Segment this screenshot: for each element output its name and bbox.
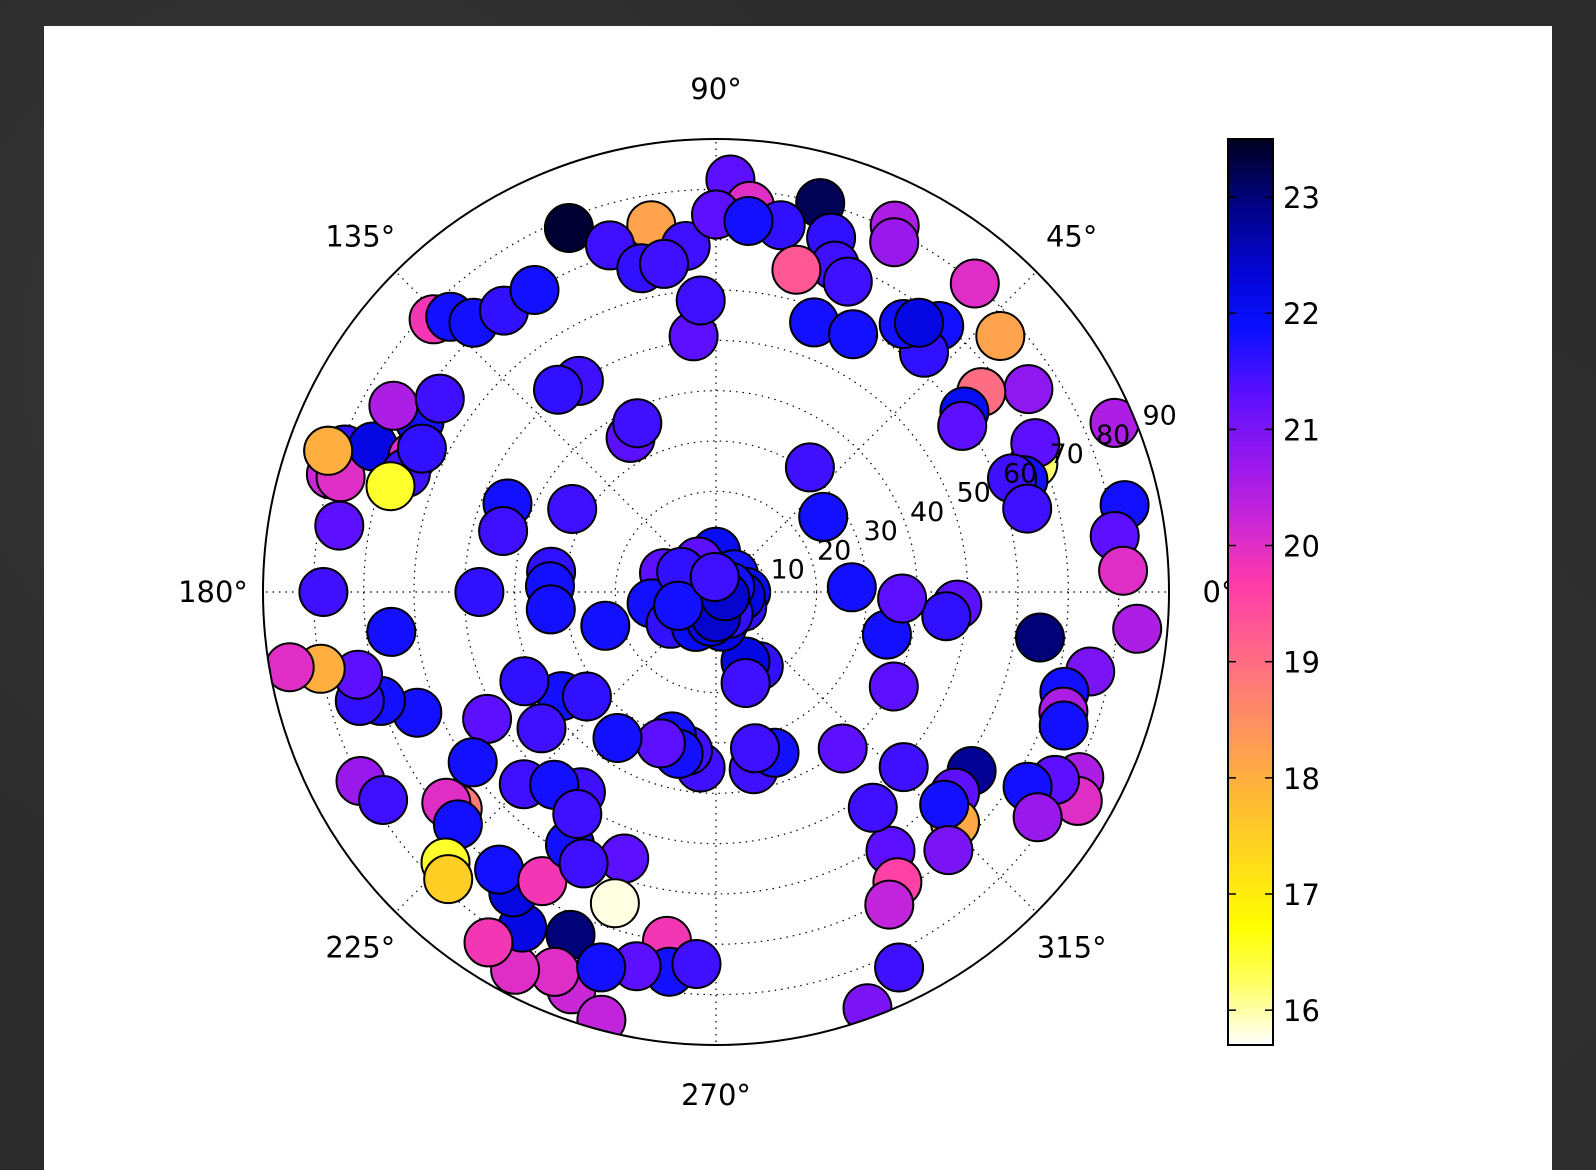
data-point <box>414 373 465 424</box>
colorbar-tick-label: 19 <box>1283 646 1320 680</box>
data-point <box>1112 603 1163 654</box>
data-point <box>937 400 988 451</box>
r-tick-label: 10 <box>771 555 805 586</box>
data-point <box>462 693 513 744</box>
data-point <box>298 567 349 617</box>
colorbar-tick-label: 23 <box>1283 181 1320 215</box>
data-point <box>463 917 514 968</box>
data-point <box>396 423 447 474</box>
data-point <box>894 297 944 348</box>
data-point <box>675 275 726 326</box>
data-point <box>798 491 849 542</box>
data-point <box>1038 700 1089 751</box>
data-point <box>580 600 631 651</box>
data-point <box>723 196 774 246</box>
data-point <box>720 658 771 708</box>
data-point <box>478 506 529 556</box>
data-point <box>822 256 873 307</box>
colorbar-tick-label: 22 <box>1283 297 1320 331</box>
data-point <box>826 562 877 613</box>
data-point <box>589 878 640 929</box>
data-point <box>516 703 567 754</box>
r-tick-label: 40 <box>910 497 944 528</box>
data-point <box>878 742 929 793</box>
data-point <box>474 844 525 895</box>
data-point <box>447 737 498 788</box>
data-point <box>1012 792 1063 843</box>
data-point <box>365 461 416 512</box>
data-point <box>454 567 505 617</box>
data-point <box>558 838 609 889</box>
data-point <box>552 789 603 839</box>
colorbar-tick-label: 21 <box>1283 413 1320 447</box>
r-tick-label: 90 <box>1143 401 1177 432</box>
data-point <box>874 942 925 993</box>
data-point <box>671 939 722 989</box>
data-point <box>1015 612 1065 663</box>
data-point <box>730 723 780 774</box>
data-point <box>877 573 928 624</box>
theta-tick-label: 180° <box>178 575 248 609</box>
data-point <box>592 713 643 763</box>
data-point <box>423 854 474 905</box>
data-point <box>612 398 663 449</box>
colorbar-tick-label: 20 <box>1283 530 1320 564</box>
data-point <box>847 782 898 833</box>
data-point <box>919 779 970 830</box>
data-point <box>368 380 419 431</box>
data-point <box>639 238 689 289</box>
data-point <box>547 484 598 534</box>
data-point <box>576 994 627 1045</box>
data-point <box>525 584 576 635</box>
data-point <box>784 442 835 493</box>
colorbar-tick-label: 18 <box>1283 762 1320 796</box>
polar-scatter-chart: 0°45°90°135°180°225°270°315°102030405060… <box>178 72 1320 1112</box>
data-point <box>303 425 354 476</box>
colorbar-tick-label: 16 <box>1283 994 1320 1028</box>
data-point <box>499 656 550 707</box>
data-point <box>533 364 583 415</box>
data-point <box>1003 364 1054 415</box>
polar-frame <box>262 138 1170 1046</box>
r-tick-label: 50 <box>957 478 991 509</box>
data-point <box>949 258 1000 309</box>
grid-circle <box>614 490 818 694</box>
theta-tick-label: 90° <box>690 72 741 106</box>
theta-tick-label: 225° <box>325 931 395 965</box>
grid-spoke <box>715 591 1037 913</box>
data-point <box>509 265 560 315</box>
r-tick-label: 80 <box>1096 420 1130 451</box>
r-tick-label: 20 <box>817 536 851 567</box>
figure: 0° 45° 90° 135° 180° 225° 270° 315° 10 20 30 40 50 60… <box>44 26 1552 1170</box>
data-point <box>314 500 365 551</box>
colorbar-tick-label: 17 <box>1283 878 1320 912</box>
data-point <box>771 244 822 295</box>
data-point <box>869 217 920 268</box>
data-point <box>864 879 915 930</box>
data-point <box>635 718 686 769</box>
data-point <box>561 671 612 722</box>
data-point <box>366 606 417 657</box>
data-point <box>689 552 740 602</box>
data-point <box>1098 545 1149 596</box>
grid-circle <box>413 289 1019 895</box>
theta-tick-label: 315° <box>1037 931 1107 965</box>
data-point <box>921 591 972 642</box>
data-point <box>358 775 409 825</box>
r-tick-label: 30 <box>864 516 898 547</box>
data-point <box>923 825 974 876</box>
data-point <box>828 309 879 360</box>
theta-tick-label: 45° <box>1046 219 1097 253</box>
r-tick-label: 70 <box>1050 439 1084 470</box>
data-point <box>868 661 919 712</box>
data-point <box>975 311 1026 361</box>
theta-tick-label: 270° <box>681 1078 751 1112</box>
theta-tick-label: 135° <box>325 219 395 253</box>
data-point <box>817 723 868 774</box>
data-point <box>1002 483 1053 534</box>
r-tick-label: 60 <box>1003 458 1037 489</box>
data-point <box>653 580 704 631</box>
colorbar <box>1227 138 1274 1046</box>
data-point <box>576 942 627 993</box>
